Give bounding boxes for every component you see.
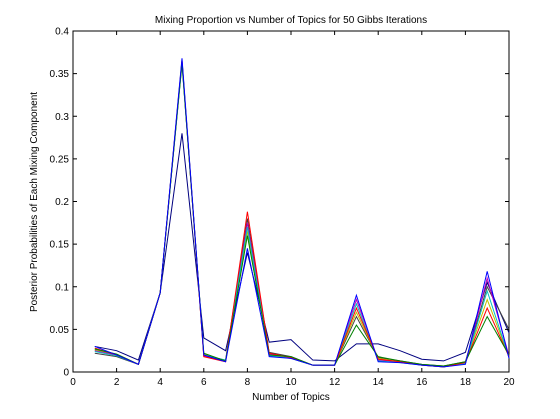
x-tick-label: 8 — [245, 377, 251, 388]
y-axis-label: Posterior Probabilities of Each Mixing C… — [29, 92, 40, 312]
x-tick-label: 4 — [157, 377, 163, 388]
y-tick-label: 0 — [63, 368, 69, 379]
x-tick-label: 16 — [416, 377, 428, 388]
y-tick-label: 0.3 — [55, 112, 69, 123]
series-line-8 — [94, 133, 510, 362]
y-tick-label: 0.2 — [55, 197, 69, 208]
plot-lines — [94, 58, 510, 368]
x-tick-label: 20 — [503, 377, 515, 388]
x-tick-label: 0 — [70, 377, 76, 388]
x-tick-label: 12 — [329, 377, 341, 388]
y-tick-label: 0.1 — [55, 282, 69, 293]
y-tick-label: 0.35 — [50, 69, 70, 80]
x-tick-label: 10 — [285, 377, 297, 388]
y-tick-label: 0.05 — [50, 325, 70, 336]
y-tick-label: 0.4 — [55, 27, 69, 38]
y-axis-ticks: 0 0.05 0.1 0.15 0.2 0.25 0.3 0.35 0.4 — [50, 27, 509, 379]
y-tick-label: 0.25 — [50, 154, 70, 165]
chart-title: Mixing Proportion vs Number of Topics fo… — [155, 15, 427, 26]
x-axis-label: Number of Topics — [252, 392, 330, 403]
y-tick-label: 0.15 — [50, 240, 70, 251]
x-tick-label: 18 — [460, 377, 472, 388]
series-line-1 — [94, 58, 510, 368]
x-tick-label: 2 — [114, 377, 120, 388]
x-tick-label: 6 — [201, 377, 207, 388]
plot-area-frame — [72, 30, 510, 373]
x-tick-label: 14 — [373, 377, 385, 388]
x-axis-ticks: 0 2 4 6 8 10 12 14 16 18 20 — [70, 31, 515, 388]
